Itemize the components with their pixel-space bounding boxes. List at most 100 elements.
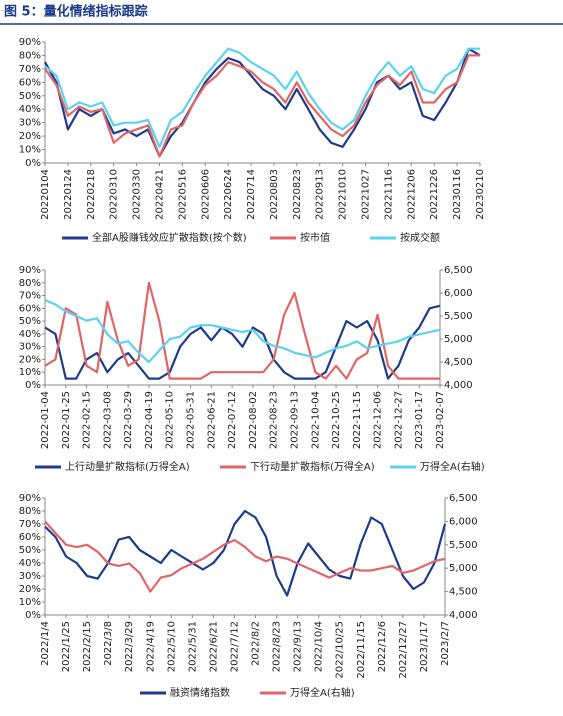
- x-tick-label: 2023-02-07: [435, 391, 446, 449]
- legend-label: 按成交额: [400, 231, 440, 244]
- x-tick-label: 2022/3/8: [103, 621, 114, 666]
- y-tick-label: 20%: [19, 584, 41, 595]
- y-tick-label: 30%: [19, 571, 41, 582]
- y2-tick-label: 4,000: [449, 610, 478, 621]
- x-tick-label: 2022-01-25: [61, 391, 72, 449]
- y-tick-label: 10%: [19, 597, 41, 608]
- x-tick-label: 2022/12/27: [398, 621, 409, 679]
- x-tick-label: 20220104: [40, 169, 51, 220]
- y2-tick-label: 6,000: [444, 288, 473, 299]
- y-tick-label: 90%: [19, 265, 41, 276]
- x-tick-label: 20220624: [223, 169, 234, 220]
- x-tick-label: 2023-01-17: [414, 391, 425, 449]
- x-tick-label: 2023/2/7: [440, 621, 451, 666]
- y-tick-label: 30%: [19, 342, 41, 353]
- y-tick-label: 10%: [19, 367, 41, 378]
- series-line: [44, 298, 441, 364]
- y-tick-label: 80%: [19, 278, 41, 289]
- y-tick-label: 80%: [19, 506, 41, 517]
- legend-label: 全部A股赚钱效应扩散指数(按个数): [92, 231, 247, 244]
- series-line: [44, 304, 441, 380]
- x-tick-label: 2022-02-15: [82, 391, 93, 449]
- y-tick-label: 60%: [19, 77, 41, 88]
- x-tick-label: 2022/1/4: [40, 621, 51, 666]
- x-tick-label: 2022-12-06: [373, 391, 384, 449]
- x-tick-label: 2022/2/15: [82, 621, 93, 672]
- y2-tick-label: 4,000: [444, 380, 473, 391]
- legend-label: 万得全A(右轴): [290, 686, 355, 699]
- y-tick-label: 70%: [19, 291, 41, 302]
- x-tick-label: 20221027: [361, 169, 372, 220]
- x-tick-label: 2022/3/29: [124, 621, 135, 672]
- x-tick-label: 2022/9/13: [293, 621, 304, 672]
- x-tick-label: 2022-09-13: [289, 391, 300, 449]
- y2-tick-label: 6,000: [449, 516, 478, 527]
- y-tick-label: 0%: [25, 610, 41, 621]
- y-tick-label: 90%: [19, 37, 41, 48]
- x-tick-label: 20220218: [86, 169, 97, 220]
- x-tick-label: 2022-04-19: [144, 391, 155, 449]
- x-tick-label: 2022-03-29: [123, 391, 134, 449]
- x-tick-label: 2022/8/23: [272, 621, 283, 672]
- series-line: [44, 47, 480, 148]
- x-tick-label: 2022-12-27: [393, 391, 404, 449]
- y2-tick-label: 4,500: [444, 357, 473, 368]
- y-tick-label: 0%: [25, 158, 41, 169]
- x-tick-label: 20221116: [383, 169, 394, 220]
- series-line: [44, 281, 440, 380]
- legend-label: 上行动量扩散指标(万得全A): [65, 460, 190, 473]
- x-tick-label: 2022/12/6: [377, 621, 388, 672]
- x-tick-label: 20221206: [406, 169, 417, 220]
- series-line: [44, 54, 480, 158]
- x-tick-label: 20221010: [338, 169, 349, 220]
- x-tick-label: 20220606: [200, 169, 211, 220]
- x-tick-label: 2022-10-04: [310, 391, 321, 449]
- x-tick-label: 2022-01-04: [40, 391, 51, 449]
- x-tick-label: 2022-05-10: [165, 391, 176, 449]
- y-tick-label: 50%: [19, 91, 41, 102]
- x-tick-label: 2022/11/15: [356, 621, 367, 679]
- y-tick-label: 20%: [19, 131, 41, 142]
- x-tick-label: 20220330: [132, 169, 143, 220]
- x-tick-label: 2023/1/17: [419, 621, 430, 672]
- x-tick-label: 2022/4/19: [145, 621, 156, 672]
- x-tick-label: 2022/10/4: [314, 621, 325, 672]
- x-tick-label: 2022/5/10: [166, 621, 177, 672]
- x-tick-label: 20221226: [429, 169, 440, 220]
- y-tick-label: 40%: [19, 558, 41, 569]
- y-tick-label: 0%: [25, 380, 41, 391]
- y-tick-label: 90%: [19, 493, 41, 504]
- legend-label: 按市值: [300, 231, 330, 244]
- legend-label: 下行动量扩散指标(万得全A): [250, 460, 375, 473]
- y-tick-label: 10%: [19, 145, 41, 156]
- y2-tick-label: 4,500: [449, 587, 478, 598]
- x-tick-label: 20220803: [269, 169, 280, 220]
- x-tick-label: 2022-03-08: [102, 391, 113, 449]
- y2-tick-label: 6,500: [449, 493, 478, 504]
- x-tick-label: 2022/5/31: [187, 621, 198, 672]
- x-tick-label: 2022/10/25: [335, 621, 346, 679]
- x-tick-label: 2022-11-15: [352, 391, 363, 449]
- y-tick-label: 30%: [19, 118, 41, 129]
- x-tick-label: 2022-06-21: [206, 391, 217, 449]
- series-line: [44, 520, 446, 593]
- x-tick-label: 20220310: [109, 169, 120, 220]
- x-tick-label: 2022/7/12: [229, 621, 240, 672]
- y-tick-label: 20%: [19, 354, 41, 365]
- series-line: [44, 509, 447, 597]
- y-tick-label: 60%: [19, 532, 41, 543]
- x-tick-label: 20220516: [177, 169, 188, 220]
- y-tick-label: 70%: [19, 64, 41, 75]
- x-tick-label: 20220124: [63, 169, 74, 220]
- x-tick-label: 2022-08-23: [269, 391, 280, 449]
- legend-label: 融资情绪指数: [170, 686, 230, 699]
- x-tick-label: 2022-05-31: [186, 391, 197, 449]
- x-tick-label: 2022-08-02: [248, 391, 259, 449]
- figure-title: 图 5：量化情绪指标跟踪: [4, 4, 148, 20]
- y-tick-label: 40%: [19, 104, 41, 115]
- x-tick-label: 20220823: [292, 169, 303, 220]
- y-tick-label: 80%: [19, 50, 41, 61]
- series-line: [44, 47, 481, 158]
- legend-label: 万得全A(右轴): [420, 460, 485, 473]
- y-tick-label: 40%: [19, 329, 41, 340]
